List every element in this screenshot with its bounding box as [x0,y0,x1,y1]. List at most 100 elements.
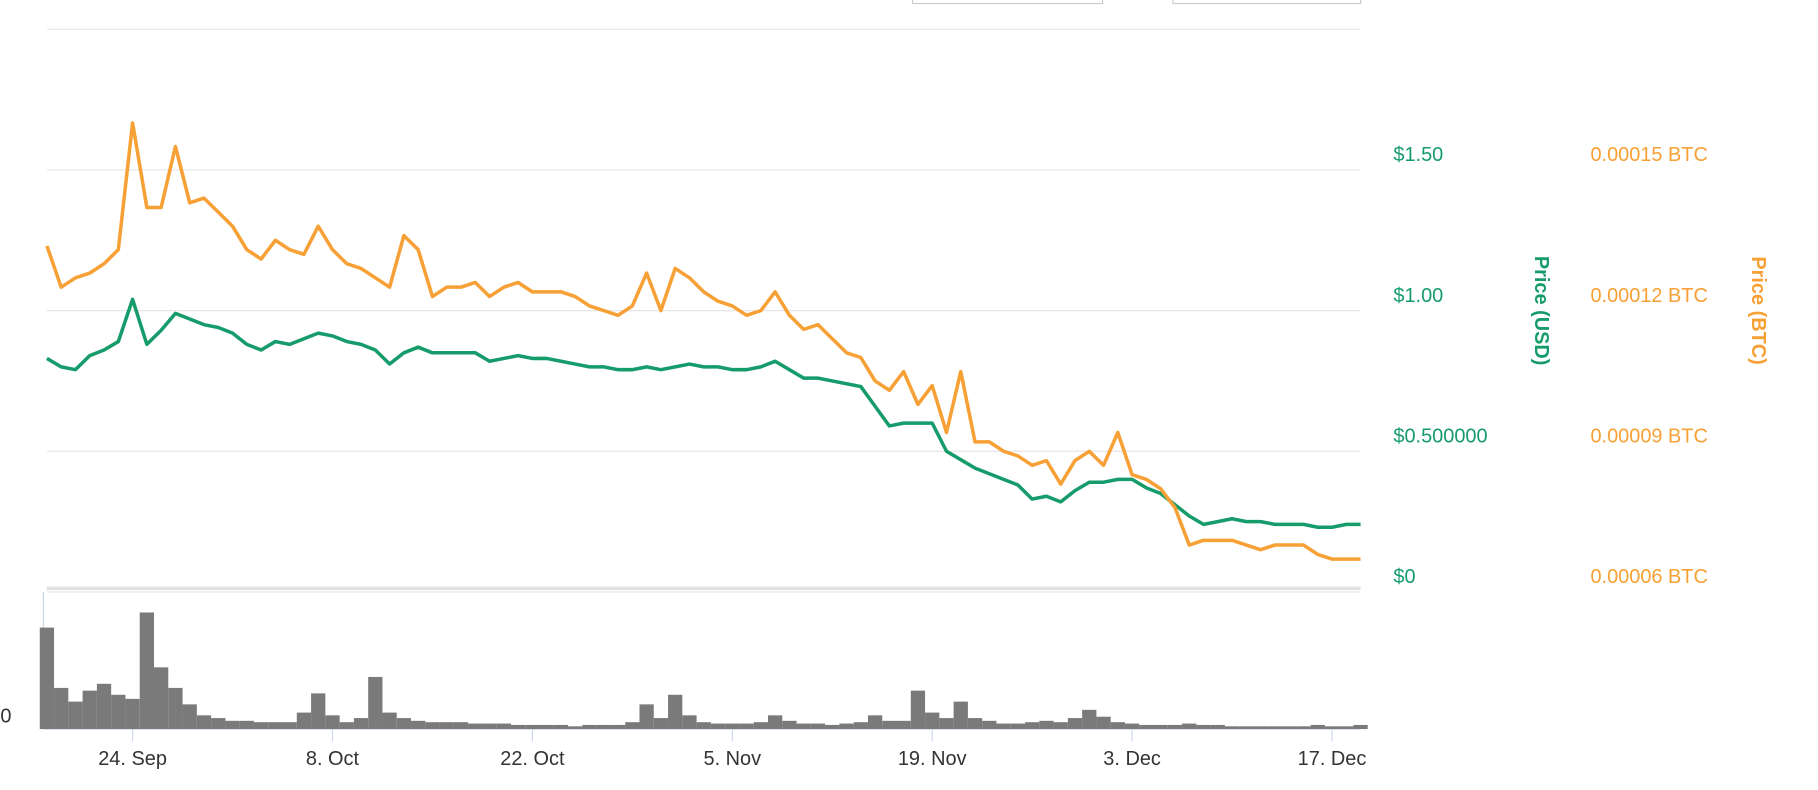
volume-bar [1239,726,1254,730]
volume-bar [839,723,854,730]
x-tick-label: 8. Oct [306,748,360,770]
volume-bar [882,720,897,730]
volume-bar [867,715,883,730]
volume-bar [953,701,968,730]
volume-bar [596,724,611,730]
volume-bar [1253,726,1268,730]
volume-bar [111,694,126,730]
volume-bar [325,715,340,730]
volume-bar [211,718,226,730]
volume-bar [1296,726,1311,730]
volume-bar [510,724,526,730]
volume-bar [1039,720,1054,730]
volume-bar [967,718,983,730]
volume-bar [382,712,397,730]
x-tick-label: 5. Nov [704,748,762,770]
volume-bar [439,722,454,730]
volume-bar [525,724,540,730]
volume-bar [496,723,511,730]
volume-bar [1210,724,1225,730]
volume-bar [825,724,840,730]
volume-bar [982,720,997,730]
y2-tick-label: 0.00009 BTC [1590,425,1707,447]
volume-bar [1310,724,1325,730]
volume-bar [610,724,626,730]
volume-bar [396,718,412,730]
volume-bar [1182,723,1197,730]
y2-axis-title: Price (BTC) [1747,256,1769,364]
volume-bar [1010,723,1026,730]
volume-bar [1067,718,1083,730]
volume-bar [282,722,297,730]
y2-tick-label: 0.00015 BTC [1590,144,1707,166]
volume-bar [225,720,240,730]
y-tick-label: $0.500000 [1393,425,1487,447]
volume-bar [54,687,69,730]
volume-bar [268,722,283,730]
volume-bar [482,723,497,730]
volume-bar [1110,722,1125,730]
volume-bar [782,720,797,730]
volume-bar [1025,722,1040,730]
volume-bar [96,683,112,730]
volume-bar [653,718,669,730]
volume-bar [753,722,768,730]
x-tick-label: 19. Nov [898,748,967,770]
volume-bar [668,694,683,730]
volume-bar [539,724,554,730]
volume-bar [182,704,197,730]
volume-bar [125,698,140,730]
volume-bar [296,712,312,730]
x-tick-label: 24. Sep [98,748,167,770]
x-tick-label: 17. Dec [1298,748,1367,770]
volume-bar [767,715,783,730]
x-tick-label: 22. Oct [500,748,565,770]
volume-bar [1139,724,1154,730]
y-tick-label: $0 [1393,566,1415,588]
volume-bar [1124,723,1140,730]
volume-bar [311,693,326,730]
volume-bar [1053,722,1068,730]
volume-bar [939,718,954,730]
volume-bar [696,722,711,730]
volume-bar [796,723,811,730]
volume-bar [468,723,483,730]
range-input[interactable] [911,0,1104,5]
volume-bar [39,627,55,730]
volume-bar [739,723,754,730]
volume-bar [168,687,183,730]
x-tick-label: 3. Dec [1103,748,1161,770]
volume-bar [196,715,212,730]
range-input[interactable] [1172,0,1362,5]
volume-bar [82,690,97,730]
volume-bar [353,718,369,730]
volume-bar [925,712,940,730]
volume-bar [1096,716,1111,730]
y2-tick-label: 0.00006 BTC [1590,566,1707,588]
volume-bar [1267,726,1283,730]
volume-bar [910,690,926,730]
volume-bar [1167,724,1183,730]
volume-bar [411,720,426,730]
volume-bar [239,720,254,730]
volume-bar [710,723,726,730]
volume-bar [639,704,654,730]
volume-bar [1282,726,1297,730]
volume-bar [154,667,169,730]
volume-bar [553,724,569,730]
volume-bar [339,722,354,730]
volume-bar [425,722,440,730]
volume-bar [725,723,740,730]
price-line [45,121,1361,561]
volume-bar [1082,709,1097,730]
volume-bar [1339,726,1354,730]
volume-bar [1153,724,1168,730]
volume-tick-label: 0 [0,706,11,728]
volume-bar [1224,726,1240,730]
y-tick-label: $1.00 [1393,285,1443,307]
volume-bar [253,722,269,730]
volume-bar [682,715,697,730]
y-tick-label: $1.50 [1393,144,1443,166]
